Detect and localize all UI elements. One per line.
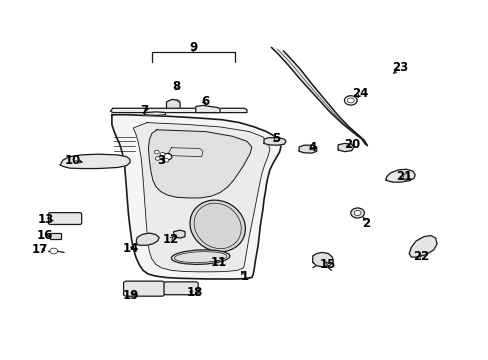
Polygon shape xyxy=(271,47,366,145)
Ellipse shape xyxy=(194,203,241,249)
Bar xyxy=(50,233,61,239)
Text: 9: 9 xyxy=(189,41,197,54)
Text: 20: 20 xyxy=(343,138,359,150)
Text: 12: 12 xyxy=(162,233,178,246)
Ellipse shape xyxy=(171,250,229,264)
Polygon shape xyxy=(385,169,414,182)
Polygon shape xyxy=(136,233,159,245)
Text: 21: 21 xyxy=(395,170,412,183)
Circle shape xyxy=(353,211,360,216)
Text: 1: 1 xyxy=(240,270,248,283)
Circle shape xyxy=(346,98,353,103)
Ellipse shape xyxy=(190,200,245,252)
Text: 17: 17 xyxy=(32,243,48,256)
Polygon shape xyxy=(110,108,246,113)
Text: 13: 13 xyxy=(38,213,54,226)
Text: 19: 19 xyxy=(123,289,139,302)
Circle shape xyxy=(163,158,168,162)
Text: 22: 22 xyxy=(412,249,428,262)
Text: 8: 8 xyxy=(172,80,180,93)
Text: 4: 4 xyxy=(308,141,316,154)
Text: 6: 6 xyxy=(201,95,209,108)
Text: 15: 15 xyxy=(320,258,336,271)
Polygon shape xyxy=(299,145,316,153)
Text: 18: 18 xyxy=(186,287,203,300)
Polygon shape xyxy=(60,154,130,168)
Polygon shape xyxy=(144,112,165,116)
Text: 16: 16 xyxy=(36,229,53,242)
FancyBboxPatch shape xyxy=(163,282,198,295)
Text: 5: 5 xyxy=(271,132,280,145)
Polygon shape xyxy=(166,99,180,108)
Text: 7: 7 xyxy=(140,104,148,117)
Circle shape xyxy=(160,152,164,156)
Text: 24: 24 xyxy=(352,87,368,100)
Text: 10: 10 xyxy=(64,154,81,167)
Text: 14: 14 xyxy=(123,242,139,255)
Polygon shape xyxy=(168,148,203,157)
Polygon shape xyxy=(337,143,353,152)
Polygon shape xyxy=(173,230,184,238)
Polygon shape xyxy=(195,105,220,113)
Text: 23: 23 xyxy=(391,60,408,73)
Text: 3: 3 xyxy=(157,154,165,167)
Polygon shape xyxy=(148,130,251,198)
FancyBboxPatch shape xyxy=(123,281,164,296)
Circle shape xyxy=(50,248,58,254)
Polygon shape xyxy=(408,235,436,257)
Polygon shape xyxy=(133,123,269,272)
Circle shape xyxy=(155,157,160,160)
Text: 11: 11 xyxy=(211,256,227,269)
Polygon shape xyxy=(312,252,332,267)
Polygon shape xyxy=(264,138,285,145)
Circle shape xyxy=(350,208,364,218)
Ellipse shape xyxy=(403,174,408,181)
Circle shape xyxy=(163,153,171,160)
Polygon shape xyxy=(112,115,281,279)
FancyBboxPatch shape xyxy=(48,213,81,225)
Circle shape xyxy=(154,150,159,154)
Circle shape xyxy=(344,96,356,105)
Text: 2: 2 xyxy=(362,216,370,230)
Ellipse shape xyxy=(174,252,226,262)
